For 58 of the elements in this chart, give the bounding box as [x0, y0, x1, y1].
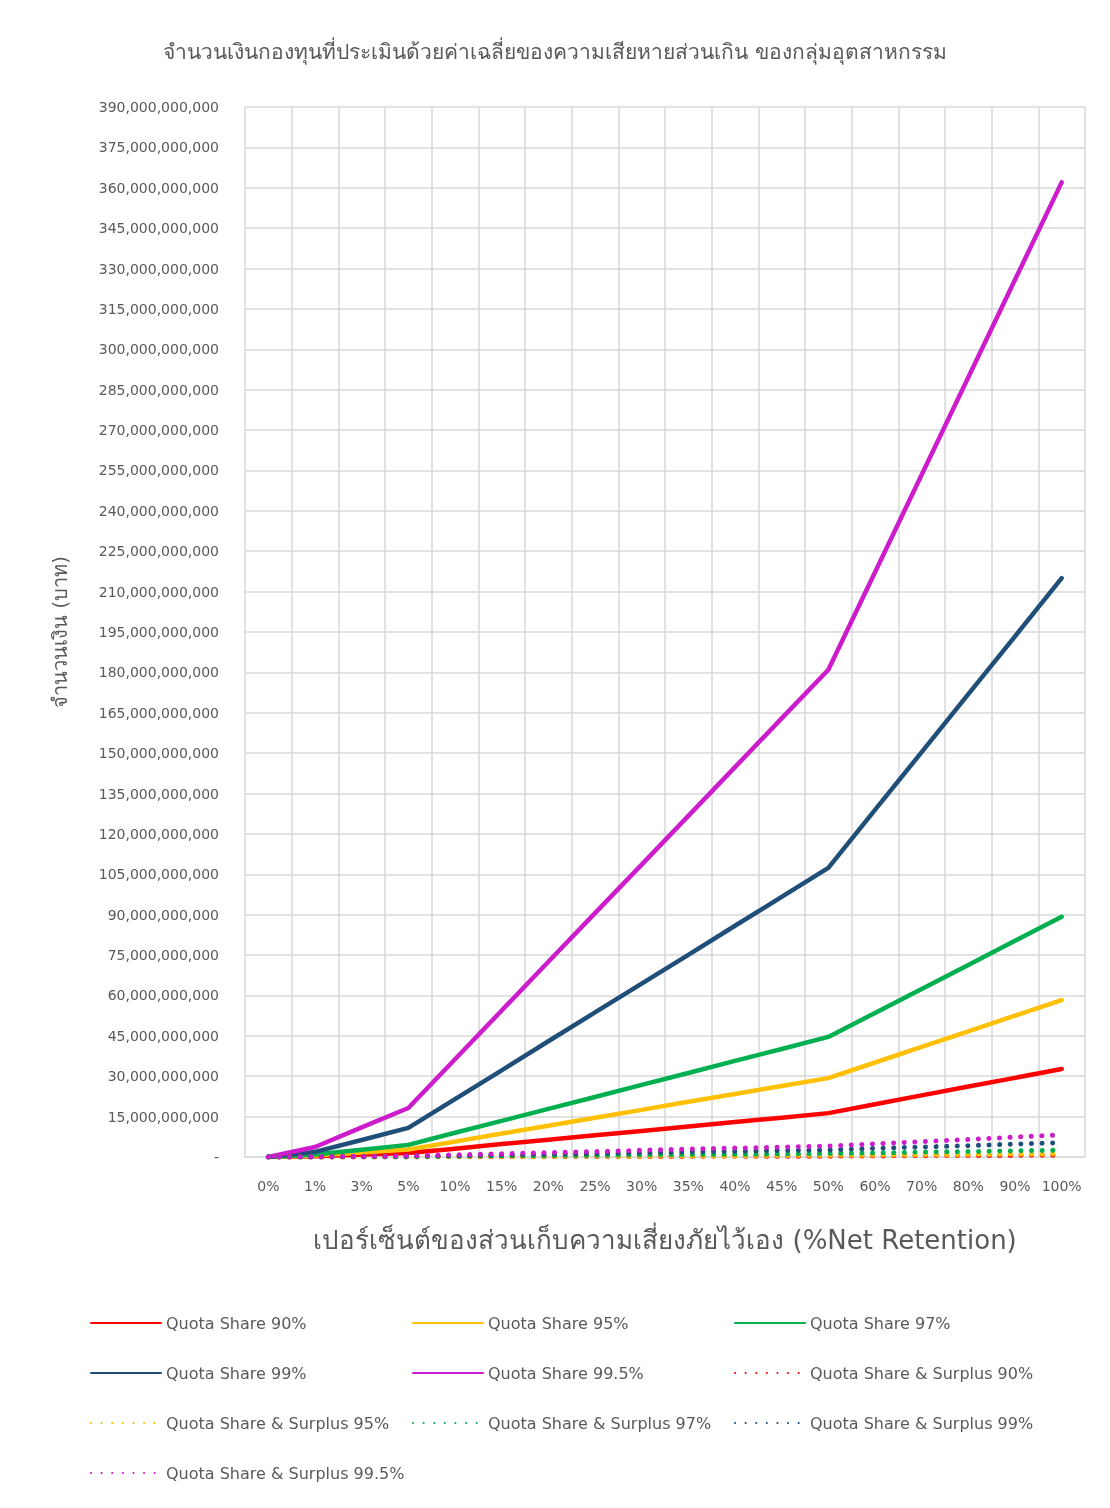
- y-tick-label: 90,000,000,000: [107, 906, 219, 923]
- y-tick-label: 225,000,000,000: [98, 543, 219, 560]
- y-tick-label: 360,000,000,000: [98, 179, 219, 196]
- x-tick-label: 0%: [257, 1178, 280, 1194]
- x-tick-label: 3%: [350, 1178, 373, 1194]
- x-tick-label: 45%: [766, 1178, 798, 1194]
- y-tick-label: 60,000,000,000: [107, 987, 219, 1004]
- y-tick-label: 105,000,000,000: [98, 866, 219, 883]
- x-tick-label: 40%: [719, 1178, 751, 1194]
- y-tick-label: 120,000,000,000: [98, 825, 219, 842]
- legend-label: Quota Share 95%: [488, 1313, 629, 1333]
- x-tick-label: 20%: [532, 1178, 564, 1194]
- x-tick-label: 35%: [672, 1178, 704, 1194]
- y-tick-label: 255,000,000,000: [98, 462, 219, 479]
- legend-label: Quota Share 90%: [166, 1313, 307, 1333]
- x-tick-label: 50%: [812, 1178, 844, 1194]
- legend-label: Quota Share & Surplus 99%: [810, 1413, 1034, 1433]
- y-tick-label: -: [213, 1149, 219, 1165]
- legend-label: Quota Share 97%: [810, 1313, 951, 1333]
- x-tick-label: 80%: [952, 1178, 984, 1194]
- y-tick-label: 270,000,000,000: [98, 422, 219, 439]
- y-tick-label: 315,000,000,000: [98, 300, 219, 317]
- x-tick-label: 90%: [999, 1178, 1031, 1194]
- x-tick-label: 60%: [859, 1178, 891, 1194]
- legend-label: Quota Share & Surplus 99.5%: [166, 1463, 405, 1483]
- legend-label: Quota Share 99.5%: [488, 1363, 644, 1383]
- y-tick-label: 345,000,000,000: [98, 220, 219, 237]
- x-tick-label: 25%: [579, 1178, 611, 1194]
- y-tick-label: 45,000,000,000: [107, 1027, 219, 1044]
- y-tick-label: 300,000,000,000: [98, 341, 219, 358]
- x-tick-label: 1%: [303, 1178, 327, 1194]
- x-tick-label: 100%: [1041, 1178, 1082, 1194]
- y-tick-label: 330,000,000,000: [98, 260, 219, 277]
- y-tick-label: 240,000,000,000: [98, 502, 219, 519]
- y-tick-label: 180,000,000,000: [98, 664, 219, 681]
- y-tick-label: 195,000,000,000: [98, 624, 219, 640]
- legend-label: Quota Share & Surplus 90%: [810, 1363, 1034, 1383]
- x-tick-label: 30%: [626, 1178, 658, 1194]
- x-tick-label: 70%: [906, 1178, 938, 1194]
- legend-label: Quota Share & Surplus 95%: [166, 1413, 390, 1433]
- y-tick-label: 285,000,000,000: [98, 381, 219, 398]
- x-tick-label: 10%: [439, 1178, 471, 1194]
- x-tick-label: 15%: [486, 1178, 518, 1194]
- chart-title: จำนวนเงินกองทุนที่ประเมินด้วยค่าเฉลี่ยของความเสียหายส่วนเกิน ของกลุ่มอุตสาหกรรม: [163, 36, 947, 65]
- legend-label: Quota Share & Surplus 97%: [488, 1413, 712, 1433]
- y-tick-label: 150,000,000,000: [98, 745, 219, 762]
- x-axis-title: เปอร์เซ็นต์ของส่วนเก็บความเสี่ยงภัยไว้เอง (%Net Retention): [313, 1222, 1017, 1255]
- legend-label: Quota Share 99%: [166, 1363, 307, 1383]
- x-tick-label: 5%: [397, 1178, 420, 1194]
- y-tick-label: 210,000,000,000: [98, 583, 219, 600]
- y-axis-title: จำนวนเงิน (บาท): [48, 556, 72, 708]
- y-tick-label: 375,000,000,000: [98, 139, 219, 156]
- y-tick-label: 30,000,000,000: [107, 1068, 219, 1085]
- y-tick-label: 390,000,000,000: [98, 99, 219, 115]
- y-tick-label: 75,000,000,000: [107, 947, 219, 964]
- y-tick-label: 15,000,000,000: [107, 1108, 219, 1125]
- y-tick-label: 135,000,000,000: [98, 785, 219, 802]
- y-tick-label: 165,000,000,000: [98, 704, 219, 721]
